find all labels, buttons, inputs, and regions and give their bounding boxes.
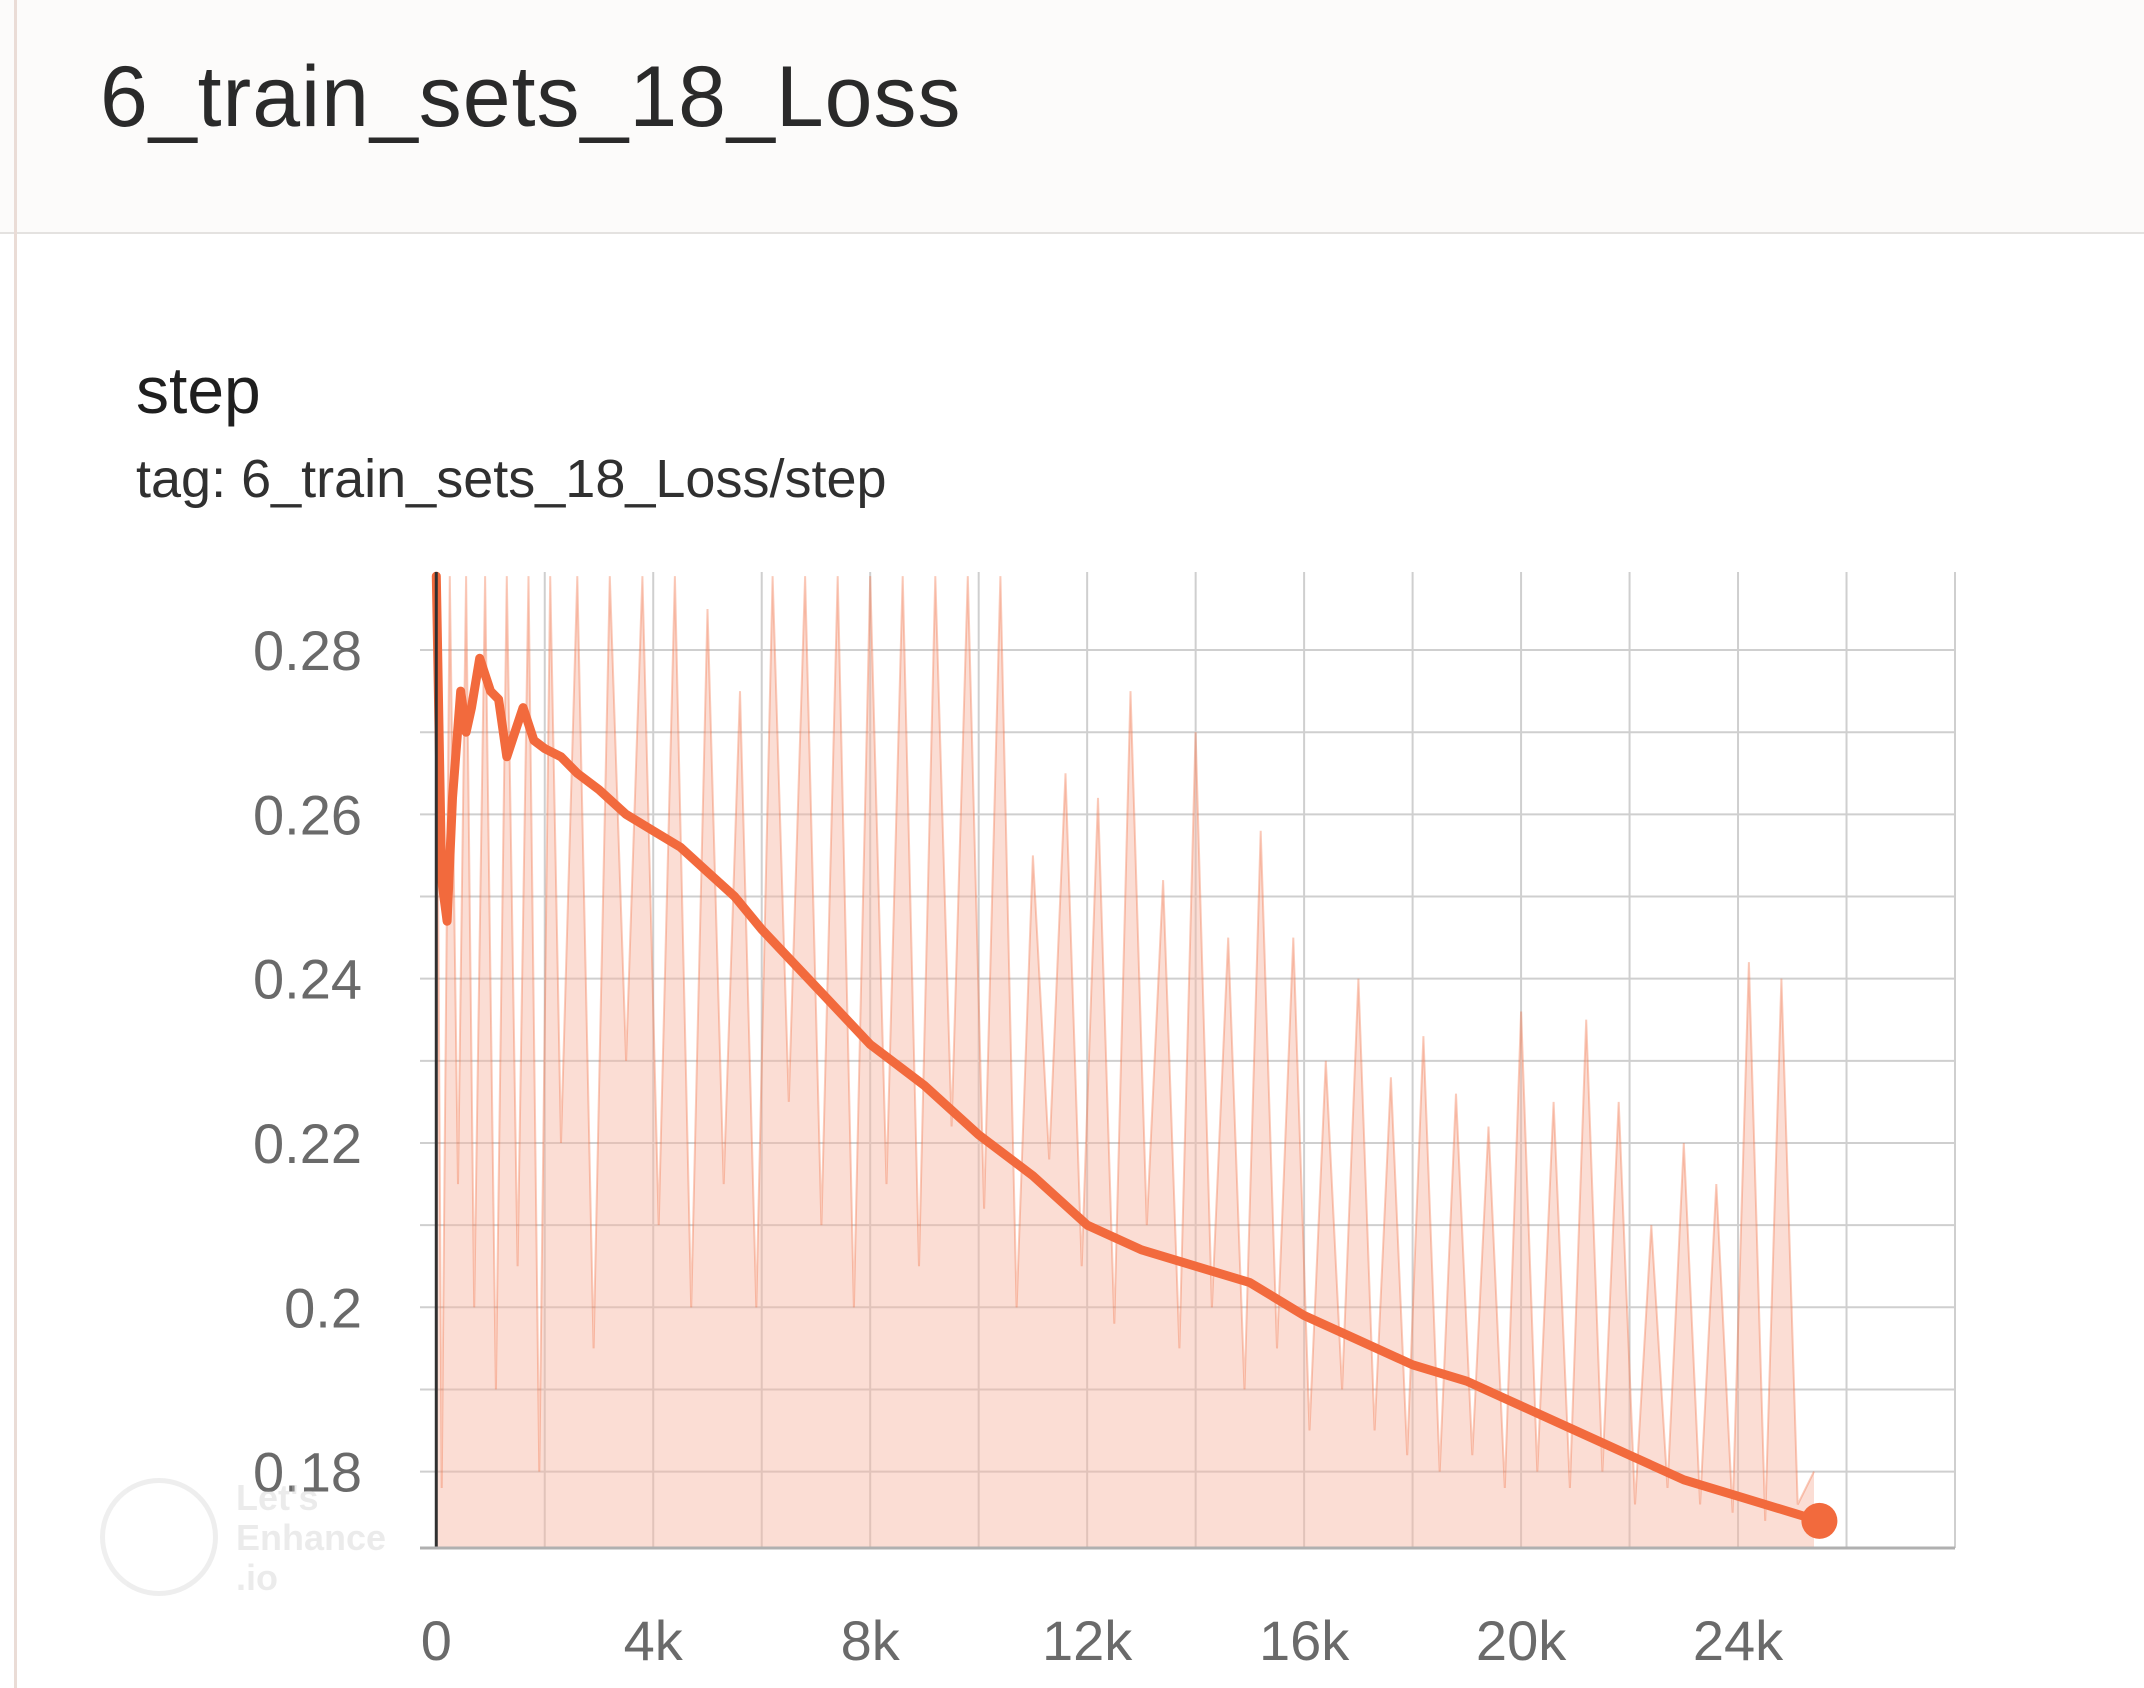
card-left-border	[14, 0, 17, 1688]
card-header	[0, 0, 2144, 234]
watermark: Let's Enhance .io	[96, 1478, 416, 1608]
chart-tag: tag: 6_train_sets_18_Loss/step	[136, 449, 887, 509]
x-tick-label: 12k	[1042, 1609, 1133, 1672]
y-tick-label: 0.2	[284, 1276, 362, 1339]
chart-title: step	[136, 353, 261, 427]
y-tick-label: 0.26	[253, 783, 362, 846]
y-tick-label: 0.28	[253, 619, 362, 682]
chart-axes	[420, 572, 1955, 1550]
raw-series-line	[435, 576, 1815, 1521]
watermark-logo-icon	[100, 1478, 218, 1596]
x-tick-label: 20k	[1476, 1609, 1567, 1672]
smoothed-series	[431, 571, 1838, 1539]
x-tick-label: 16k	[1259, 1609, 1350, 1672]
watermark-text: Let's Enhance .io	[236, 1477, 387, 1598]
x-tick-label: 24k	[1693, 1609, 1784, 1672]
y-tick-label: 0.24	[253, 948, 362, 1011]
x-axis-ticks: 0 4k 8k 12k 16k 20k 24k	[421, 1609, 1784, 1672]
y-tick-label: 0.22	[253, 1112, 362, 1175]
x-tick-label: 8k	[841, 1609, 901, 1672]
x-tick-label: 0	[421, 1609, 452, 1672]
y-axis-ticks: 0.18 0.2 0.22 0.24 0.26 0.28	[253, 619, 362, 1504]
y-tick-label: 0.18	[253, 1441, 362, 1504]
x-tick-label: 4k	[624, 1609, 684, 1672]
last-point-marker[interactable]	[1801, 1502, 1838, 1539]
card-title: 6_train_sets_18_Loss	[100, 49, 962, 145]
smoothed-series-line	[431, 571, 1824, 1526]
raw-series	[435, 576, 1815, 1548]
raw-series-area	[436, 576, 1814, 1548]
